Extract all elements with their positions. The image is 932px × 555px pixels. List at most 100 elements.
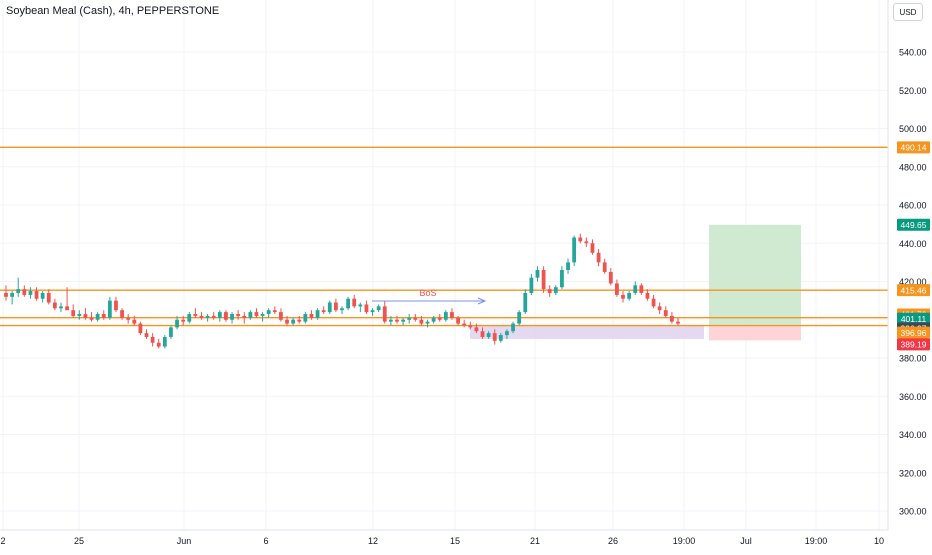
candle: [401, 317, 405, 326]
candle: [114, 296, 118, 313]
price-tag: 449.65: [897, 218, 930, 231]
candle: [10, 291, 15, 305]
price-tag-bg: [897, 218, 930, 231]
candle: [523, 289, 528, 315]
candle-body: [578, 237, 583, 242]
candle-body: [657, 306, 662, 311]
x-tick-label: Jul: [740, 536, 752, 546]
candle-body: [511, 323, 515, 332]
x-tick-label: 26: [608, 536, 618, 546]
candle-body: [358, 304, 363, 307]
candle-body: [217, 312, 222, 318]
y-tick-label: 460.00: [899, 201, 927, 211]
candle: [651, 294, 656, 309]
price-tag: 396.96: [897, 326, 930, 339]
y-tick-label: 300.00: [899, 507, 927, 517]
candle: [327, 300, 332, 315]
candle-body: [132, 319, 137, 324]
candle-body: [52, 302, 57, 309]
candle: [413, 314, 418, 322]
candle: [242, 312, 247, 324]
candle-body: [462, 323, 467, 326]
candle: [297, 315, 302, 324]
candle: [71, 304, 76, 318]
candle-body: [541, 270, 546, 290]
candle: [425, 319, 430, 328]
candle-body: [572, 237, 577, 263]
y-tick-label: 320.00: [899, 468, 927, 478]
price-tag-label: 415.46: [901, 285, 927, 295]
candle-body: [95, 314, 100, 320]
candle-body: [382, 306, 387, 322]
price-tag: 389.19: [897, 338, 930, 351]
chart-title: Soybean Meal (Cash), 4h, PEPPERSTONE: [6, 5, 220, 17]
candle-body: [114, 300, 118, 311]
candle: [266, 308, 271, 318]
candle-body: [4, 292, 8, 297]
candle-body: [553, 287, 558, 293]
candle-body: [236, 314, 241, 316]
candle-body: [584, 241, 589, 244]
price-tag-bg: [897, 312, 930, 325]
candle-body: [193, 314, 198, 316]
candle: [193, 308, 198, 318]
candle: [199, 312, 204, 320]
price-tag-label: 490.14: [901, 143, 927, 153]
candle-body: [303, 314, 308, 322]
price-tag-bg: [897, 141, 930, 154]
candle: [450, 308, 454, 320]
candle-body: [291, 319, 296, 324]
zones: [470, 224, 801, 341]
x-tick-label: 12: [368, 536, 378, 546]
candle-body: [596, 252, 601, 263]
candle: [584, 237, 589, 248]
y-tick-label: 420.00: [899, 277, 927, 287]
candle-body: [468, 325, 473, 328]
candle: [340, 306, 344, 315]
currency-button[interactable]: USD: [893, 3, 923, 21]
candle-body: [315, 310, 320, 318]
candle: [187, 312, 192, 324]
candle-body: [77, 314, 82, 316]
candle-body: [175, 319, 179, 328]
candle-body: [321, 310, 326, 313]
time-axis[interactable]: 2 25 Jun 6 12 15 21 26 19:00 Jul 19:00 10: [0, 529, 888, 546]
candle: [138, 321, 143, 336]
candle-body: [676, 321, 680, 324]
price-axis[interactable]: 540.00 520.00 500.00 480.00 460.00 440.00 420.…: [887, 0, 927, 530]
candle: [627, 291, 632, 301]
candle: [572, 235, 577, 267]
candle-body: [22, 289, 27, 295]
candle: [144, 329, 149, 339]
candle: [333, 298, 338, 313]
candle: [388, 315, 393, 326]
candle: [95, 312, 100, 322]
bos-arrow-head: [477, 297, 487, 305]
price-tag-label: 449.65: [901, 220, 927, 230]
price-tag-label: 389.19: [901, 340, 927, 350]
candle-body: [28, 291, 33, 295]
y-tick-label: 520.00: [899, 86, 927, 96]
candle: [382, 300, 387, 324]
candle-body: [162, 336, 167, 347]
candle-body: [101, 314, 106, 318]
candle: [28, 287, 33, 299]
candle-body: [450, 312, 454, 318]
candle: [352, 294, 357, 309]
candle: [169, 325, 173, 339]
candle: [150, 333, 155, 347]
candle-body: [40, 292, 45, 299]
candle-body: [395, 319, 399, 322]
y-tick-label: 380.00: [899, 354, 927, 364]
candle: [492, 329, 497, 345]
x-tick-label: 21: [530, 536, 540, 546]
grid: [0, 0, 888, 530]
candle-body: [443, 312, 448, 320]
candle-body: [535, 270, 540, 278]
candle: [560, 266, 564, 290]
candle: [279, 308, 283, 322]
candle: [370, 308, 375, 316]
candle: [669, 312, 674, 324]
